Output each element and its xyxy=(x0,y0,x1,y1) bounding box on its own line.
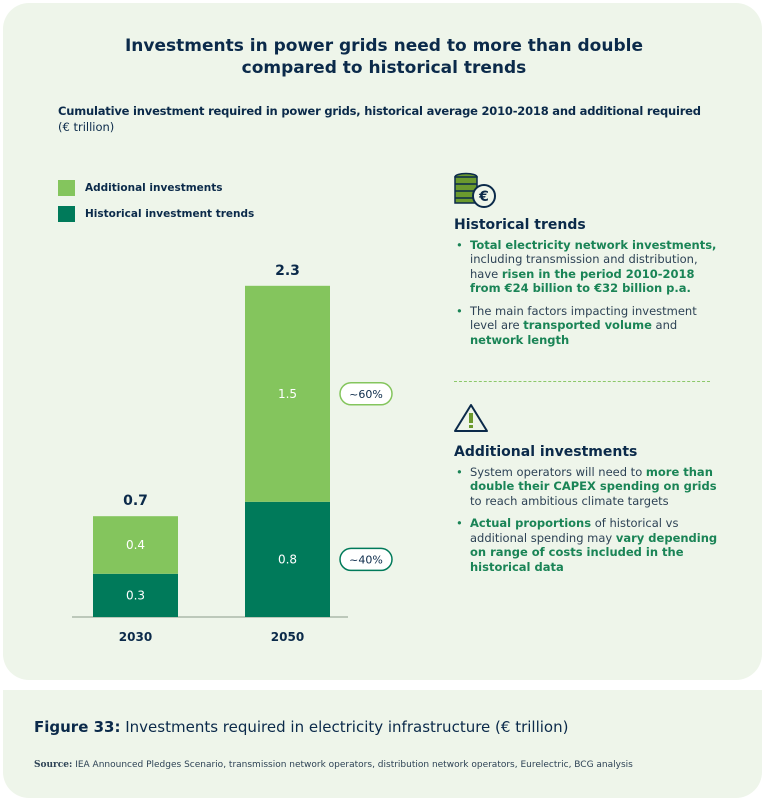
category-label: 2030 xyxy=(119,630,152,644)
bullet-item: System operators will need to more than … xyxy=(454,465,724,509)
chart-unit: (€ trillion) xyxy=(58,120,115,134)
share-badge xyxy=(339,382,393,406)
bullet-item: Total electricity network investments, i… xyxy=(454,238,724,296)
category-label: 2050 xyxy=(271,630,304,644)
total-label: 2.3 xyxy=(275,263,300,279)
legend-swatch xyxy=(58,206,75,222)
caption-card xyxy=(3,690,762,798)
bar-2050-additional-investments xyxy=(245,285,330,502)
legend-label: Additional investments xyxy=(85,182,223,194)
source-note: Source: IEA Announced Pledges Scenario, … xyxy=(34,760,633,770)
bar-2030-historical-investment-trends xyxy=(93,573,178,617)
share-badge xyxy=(339,547,393,572)
warning-icon xyxy=(454,404,488,432)
legend-label: Historical investment trends xyxy=(85,208,255,220)
share-badge-label: ~40% xyxy=(349,553,383,566)
page-title: Investments in power grids need to more … xyxy=(124,36,643,78)
figure-caption: Figure 33: Investments required in elect… xyxy=(34,718,569,736)
data-label: 0.8 xyxy=(278,552,297,566)
total-label: 0.7 xyxy=(123,493,148,509)
section-heading: Additional investments xyxy=(454,444,638,460)
bullet-item: Actual proportions of historical vs addi… xyxy=(454,516,724,574)
data-label: 1.5 xyxy=(278,387,297,401)
svg-text:€: € xyxy=(478,189,489,205)
legend-historical: Historical investment trends xyxy=(58,206,254,222)
divider xyxy=(454,381,710,382)
bullet-item: The main factors impacting investment le… xyxy=(454,304,724,348)
bar-2050-historical-investment-trends xyxy=(245,501,330,617)
chart-title: Cumulative investment required in power … xyxy=(58,104,701,118)
data-label: 0.4 xyxy=(126,538,145,552)
stacked-bar-chart: 0.3 0.4 0.7 2030 0.8 1.5 2.3 2050 ~60% ~40% xyxy=(72,263,393,644)
euro-coins-icon: € xyxy=(454,172,496,208)
legend-swatch xyxy=(58,180,75,196)
section-heading: Historical trends xyxy=(454,217,586,233)
bar-2030-additional-investments xyxy=(93,516,178,574)
legend-additional: Additional investments xyxy=(58,180,223,196)
additional-investments-section: Additional investments System operators … xyxy=(454,445,724,582)
historical-trends-section: Historical trends Total electricity netw… xyxy=(454,218,724,355)
share-badge-label: ~60% xyxy=(349,388,383,401)
data-label: 0.3 xyxy=(126,588,145,602)
